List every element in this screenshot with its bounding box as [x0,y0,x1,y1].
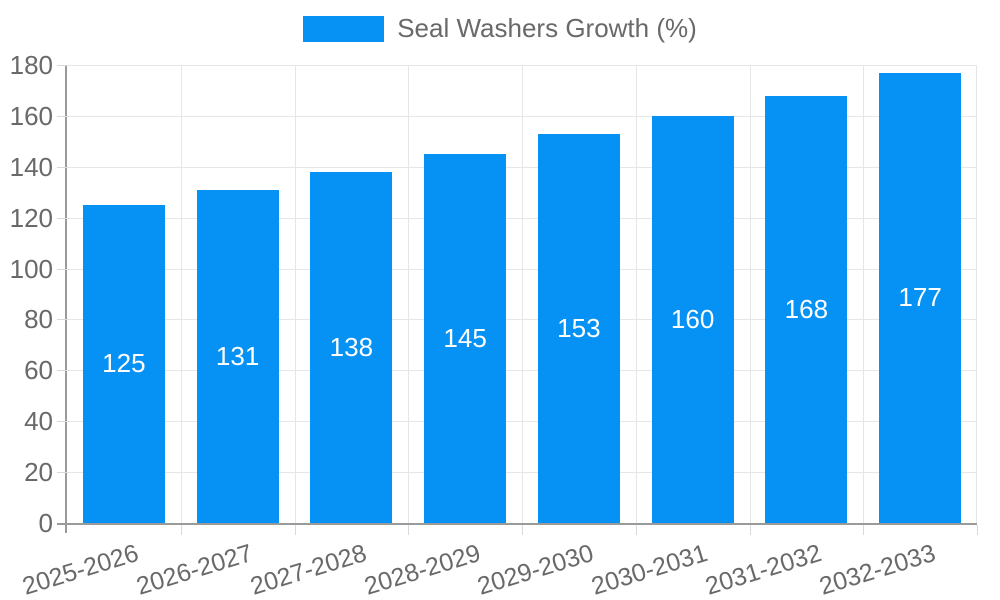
x-axis-tick-label: 2026-2027 [133,539,256,600]
y-tick-mark [57,370,67,372]
x-tick-mark [180,525,182,535]
x-axis-tick-label: 2030-2031 [588,539,711,600]
bar-2029-2030[interactable]: 153 [537,133,620,523]
y-axis-tick-label: 20 [24,457,53,488]
x-tick-mark [408,525,410,535]
gridline-vertical [749,65,751,523]
y-tick-mark [57,166,67,168]
bar-value-label: 168 [784,293,829,324]
y-tick-mark [57,217,67,219]
x-axis-tick-label: 2029-2030 [474,539,598,600]
y-tick-mark [57,268,67,270]
y-tick-mark [57,472,67,474]
x-axis-tick-label: 2032-2033 [815,539,939,600]
y-tick-mark [57,319,67,321]
x-axis-tick-label: 2031-2032 [702,539,825,600]
legend-label: Seal Washers Growth (%) [397,13,697,43]
x-axis-tick-label: 2025-2026 [19,539,143,600]
bar-value-label: 160 [670,303,715,334]
chart-legend: Seal Washers Growth (%) [0,13,1000,44]
gridline-vertical [863,65,865,523]
y-axis-tick-label: 160 [9,100,53,131]
x-tick-mark [635,525,637,535]
y-axis-tick-label: 180 [9,50,53,80]
bar-value-label: 138 [329,331,374,362]
y-tick-mark [57,115,67,117]
bar-value-label: 145 [443,323,487,354]
bar-value-label: 153 [557,312,601,343]
x-axis-line [57,523,977,525]
y-axis-tick-label: 0 [38,508,53,538]
x-tick-mark [522,525,523,535]
bar-2032-2033[interactable]: 177 [879,72,962,523]
legend-swatch-icon [303,15,385,42]
y-axis-tick-label: 140 [9,151,53,182]
x-tick-mark [749,525,751,535]
x-tick-mark [977,525,978,535]
bar-2031-2032[interactable]: 168 [765,95,848,523]
y-axis-tick-label: 60 [24,355,53,386]
gridline-vertical [522,65,523,523]
gridline-vertical [408,65,410,523]
y-axis-tick-label: 80 [24,304,53,335]
y-axis-tick-label: 40 [24,406,53,437]
y-axis-tick-label: 120 [9,202,53,233]
bar-value-label: 131 [215,340,260,371]
y-axis-tick-label: 100 [9,253,53,284]
gridline-vertical [294,65,296,523]
x-tick-mark [863,525,865,535]
bar-2025-2026[interactable]: 125 [82,204,165,523]
x-tick-mark [294,525,296,535]
x-axis-tick-label: 2028-2029 [360,539,484,600]
bar-2026-2027[interactable]: 131 [196,189,279,523]
legend-item-seal-washers-growth[interactable]: Seal Washers Growth (%) [303,13,697,44]
bar-value-label: 125 [102,348,146,379]
y-tick-mark [57,421,67,423]
gridline-vertical [180,65,182,523]
bar-2030-2031[interactable]: 160 [651,115,734,523]
x-axis-tick-label: 2027-2028 [247,539,370,600]
bar-2027-2028[interactable]: 138 [310,171,393,523]
bar-value-label: 177 [898,282,942,313]
y-tick-mark [57,65,67,66]
y-axis-line [65,65,67,533]
gridline-vertical [635,65,637,523]
bar-2028-2029[interactable]: 145 [424,154,507,523]
